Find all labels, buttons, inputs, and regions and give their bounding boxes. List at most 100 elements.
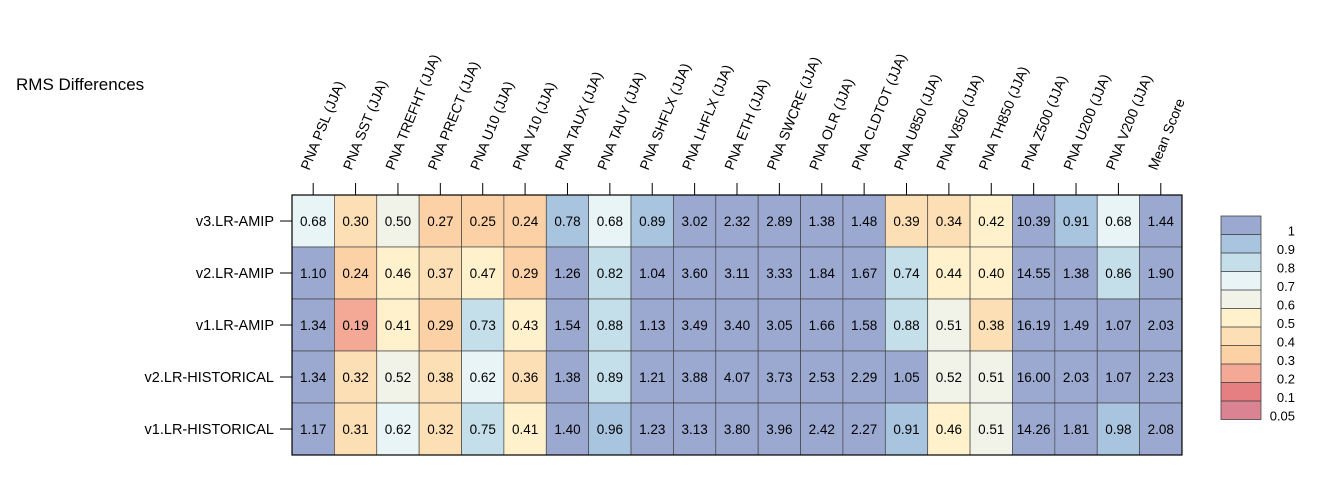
cell-value-label: 1.90 xyxy=(1148,266,1174,281)
heatmap-cell xyxy=(291,402,335,456)
heatmap-cell xyxy=(291,246,335,300)
cell-value-label: 0.74 xyxy=(893,266,920,281)
cell-value-label: 0.41 xyxy=(385,318,411,333)
heatmap-cell xyxy=(418,402,462,456)
colorbar-label: 0.7 xyxy=(1277,279,1295,294)
cell-value-label: 1.49 xyxy=(1063,318,1089,333)
cell-value-label: 0.24 xyxy=(512,214,539,229)
cell-value-label: 0.89 xyxy=(597,370,623,385)
cell-value-label: 0.86 xyxy=(1105,266,1131,281)
colorbar-band xyxy=(1221,216,1261,235)
cell-value-label: 0.98 xyxy=(1105,422,1131,437)
cell-value-label: 0.82 xyxy=(597,266,623,281)
cell-value-label: 3.96 xyxy=(766,422,792,437)
cell-value-label: 1.07 xyxy=(1105,318,1131,333)
heatmap-cell xyxy=(673,350,717,404)
cell-value-label: 0.62 xyxy=(385,422,411,437)
heatmap-cell xyxy=(1096,246,1140,300)
heatmap-cell xyxy=(800,246,844,300)
cell-value-label: 1.34 xyxy=(300,318,327,333)
heatmap-cell xyxy=(334,194,378,248)
cell-value-label: 1.05 xyxy=(893,370,919,385)
cell-value-label: 2.08 xyxy=(1148,422,1174,437)
cell-value-label: 1.07 xyxy=(1105,370,1131,385)
cell-value-label: 0.51 xyxy=(936,318,962,333)
heatmap-cell xyxy=(969,298,1013,352)
heatmap-cell xyxy=(588,350,632,404)
cell-value-label: 0.42 xyxy=(978,214,1004,229)
heatmap-cell xyxy=(630,246,674,300)
heatmap-cell xyxy=(588,194,632,248)
colorbar-label: 0.5 xyxy=(1277,316,1295,331)
cell-value-label: 0.32 xyxy=(342,370,368,385)
cell-value-label: 2.89 xyxy=(766,214,792,229)
colorbar-band xyxy=(1221,271,1261,290)
cell-value-label: 0.88 xyxy=(893,318,919,333)
heatmap-cell xyxy=(715,402,759,456)
colorbar-band xyxy=(1221,308,1261,327)
heatmap-cell xyxy=(757,298,801,352)
cell-value-label: 1.84 xyxy=(809,266,836,281)
cell-value-label: 0.46 xyxy=(936,422,962,437)
cell-value-label: 0.78 xyxy=(554,214,580,229)
cell-value-label: 10.39 xyxy=(1017,214,1051,229)
colorbar-band xyxy=(1221,234,1261,253)
heatmap-cell xyxy=(1012,350,1056,404)
cell-value-label: 0.51 xyxy=(978,422,1004,437)
colorbar-label: 0.6 xyxy=(1277,298,1295,313)
colorbar-label: 0.05 xyxy=(1270,409,1295,424)
cell-value-label: 0.38 xyxy=(978,318,1004,333)
cell-value-label: 0.75 xyxy=(470,422,496,437)
cell-value-label: 0.47 xyxy=(470,266,496,281)
colorbar-band xyxy=(1221,382,1261,401)
cell-value-label: 1.67 xyxy=(851,266,877,281)
cell-value-label: 0.50 xyxy=(385,214,411,229)
heatmap-cell xyxy=(1096,402,1140,456)
cell-value-label: 0.41 xyxy=(512,422,538,437)
heatmap-cell xyxy=(1054,246,1098,300)
cell-value-label: 0.51 xyxy=(978,370,1004,385)
chart-title: RMS Differences xyxy=(16,75,144,94)
heatmap-cell xyxy=(545,194,590,248)
cell-value-label: 2.29 xyxy=(851,370,877,385)
row-labels: v3.LR-AMIP v2.LR-AMIP v1.LR-AMIP v2.LR-HIST… xyxy=(145,214,292,438)
heatmap-cell xyxy=(927,246,971,300)
cell-value-label: 1.13 xyxy=(639,318,665,333)
heatmap-cell xyxy=(376,194,420,248)
cell-value-label: 0.39 xyxy=(893,214,919,229)
heatmap-cell xyxy=(1139,350,1183,404)
cell-value-label: 2.42 xyxy=(809,422,835,437)
colorbar-frame xyxy=(1220,215,1262,420)
column-label: PNA U10 (JJA) xyxy=(467,79,517,172)
heatmap-cell xyxy=(927,402,971,456)
colorbar-label: 1 xyxy=(1288,224,1295,239)
column-label: PNA PSL (JJA) xyxy=(297,79,347,173)
column-label: PNA V200 (JJA) xyxy=(1102,72,1155,172)
heatmap-cell xyxy=(545,298,590,352)
cell-value-label: 1.81 xyxy=(1063,422,1089,437)
cell-value-label: 1.26 xyxy=(554,266,580,281)
cell-value-label: 3.05 xyxy=(766,318,792,333)
cell-value-label: 16.19 xyxy=(1017,318,1051,333)
cell-value-label: 2.32 xyxy=(724,214,750,229)
column-label: PNA V10 (JJA) xyxy=(509,80,559,173)
cell-value-label: 0.19 xyxy=(342,318,368,333)
cell-value-label: 3.11 xyxy=(724,266,749,281)
cell-value-label: 0.29 xyxy=(427,318,453,333)
colorbar-band xyxy=(1221,401,1261,420)
heatmap-cell xyxy=(503,298,547,352)
colorbar-legend: 1 0.9 0.8 0.7 0.6 0.5 0.4 0.3 0.2 0.1 0.05 xyxy=(1220,215,1295,424)
column-labels: PNA PSL (JJA)PNA SST (JJA)PNA TREFHT (JJ… xyxy=(297,51,1188,195)
heatmap-cell xyxy=(418,194,462,248)
row-label: v1.LR-AMIP xyxy=(196,318,274,334)
cell-value-label: 3.49 xyxy=(681,318,707,333)
cell-value-label: 0.46 xyxy=(385,266,411,281)
cell-value-label: 0.31 xyxy=(342,422,368,437)
heatmap-cell xyxy=(630,350,674,404)
cell-value-label: 1.21 xyxy=(639,370,665,385)
cell-value-label: 1.17 xyxy=(300,422,326,437)
cell-value-label: 14.55 xyxy=(1017,266,1051,281)
heatmap-cell xyxy=(927,298,971,352)
cell-value-label: 3.60 xyxy=(681,266,707,281)
cell-value-label: 3.13 xyxy=(681,422,707,437)
